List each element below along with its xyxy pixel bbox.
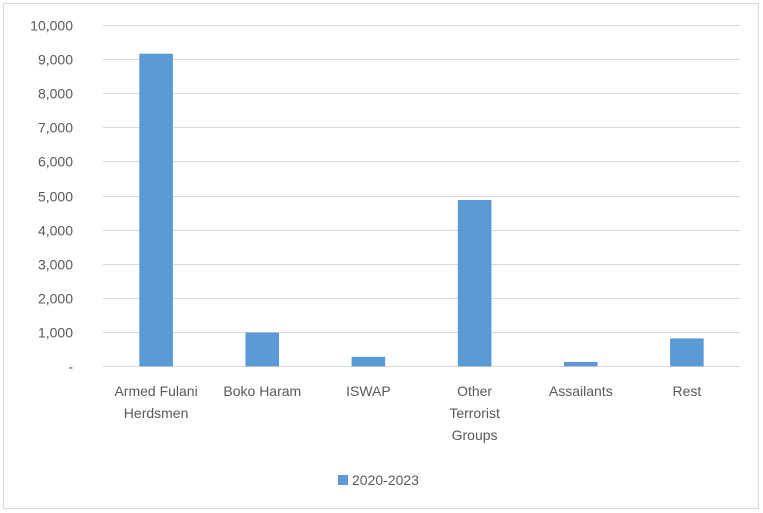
x-category-label: Other: [457, 383, 492, 399]
bar: [457, 200, 492, 367]
x-category-label: Boko Haram: [223, 383, 301, 399]
x-axis-category-labels: Armed Fulani Herdsmen Boko Haram ISWAP Other…: [114, 383, 701, 443]
chart-border: [3, 3, 759, 509]
x-category-label: Rest: [673, 383, 702, 399]
legend-swatch: [338, 475, 348, 485]
bar: [139, 53, 173, 367]
bars: [139, 53, 704, 367]
y-tick-label: 8,000: [38, 86, 73, 102]
bar: [670, 338, 704, 367]
y-tick-label: -: [68, 359, 73, 375]
y-tick-label: 9,000: [38, 52, 73, 68]
y-tick-label: 3,000: [38, 257, 73, 273]
x-category-label: Herdsmen: [124, 405, 189, 421]
y-tick-label: 1,000: [38, 325, 73, 341]
x-category-label: Armed Fulani: [114, 383, 197, 399]
y-tick-label: 5,000: [38, 189, 73, 205]
y-tick-label: 6,000: [38, 154, 73, 170]
bar: [245, 332, 280, 367]
x-category-label: Groups: [452, 427, 498, 443]
y-tick-label: 2,000: [38, 291, 73, 307]
y-tick-label: 7,000: [38, 120, 73, 136]
y-axis-tick-labels: - 1,000 2,000 3,000 4,000 5,000 6,000 7,000 8,00…: [30, 18, 73, 375]
x-category-label: ISWAP: [346, 383, 391, 399]
x-category-label: Assailants: [549, 383, 613, 399]
gridlines: [103, 25, 740, 367]
legend-label: 2020-2023: [352, 472, 419, 488]
bar: [351, 356, 386, 367]
x-category-label: Terrorist: [449, 405, 500, 421]
legend: 2020-2023: [338, 472, 419, 488]
y-tick-label: 10,000: [30, 18, 73, 34]
y-tick-label: 4,000: [38, 223, 73, 239]
bar: [564, 361, 598, 367]
